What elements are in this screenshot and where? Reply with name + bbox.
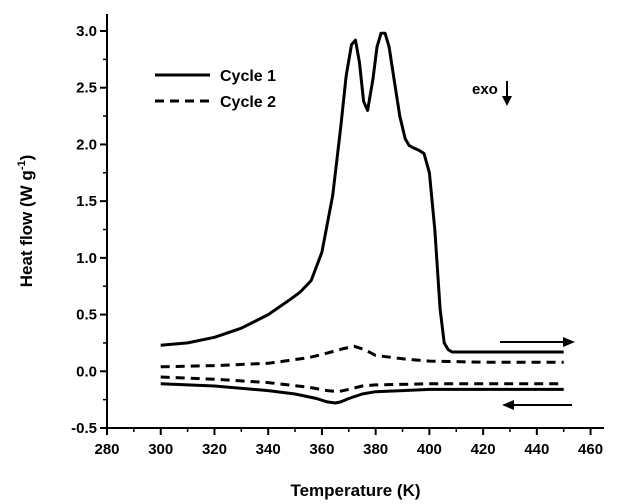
legend-label-cycle-1: Cycle 1 bbox=[220, 68, 276, 85]
exo-arrowhead-icon bbox=[502, 96, 512, 106]
x-tick-label: 320 bbox=[202, 441, 227, 458]
y-tick-label: 3.0 bbox=[76, 23, 97, 40]
x-tick-label: 340 bbox=[256, 441, 281, 458]
x-tick-label: 420 bbox=[471, 441, 496, 458]
y-tick-labels: -0.5 0.0 0.5 1.0 1.5 2.0 2.5 3.0 bbox=[71, 23, 97, 437]
y-tick-label: 2.5 bbox=[76, 80, 97, 97]
exo-label: exo bbox=[472, 81, 498, 98]
x-tick-label: 400 bbox=[417, 441, 442, 458]
legend-label-cycle-2: Cycle 2 bbox=[220, 94, 276, 111]
heating-direction-arrow-icon bbox=[500, 337, 575, 347]
axes bbox=[106, 14, 604, 429]
y-tick-label: -0.5 bbox=[71, 420, 97, 437]
tick-marks bbox=[100, 30, 592, 435]
x-tick-label: 380 bbox=[363, 441, 388, 458]
exo-annotation: exo bbox=[472, 81, 512, 106]
y-tick-label: 1.0 bbox=[76, 250, 97, 267]
y-axis-title-tail: ) bbox=[17, 155, 36, 161]
x-tick-label: 460 bbox=[578, 441, 603, 458]
y-axis-title: Heat flow (W g-1) bbox=[16, 155, 36, 288]
y-axis-title-main: Heat flow (W g bbox=[17, 170, 36, 287]
x-axis-title: Temperature (K) bbox=[290, 481, 420, 500]
y-axis-title-superscript: -1 bbox=[16, 160, 28, 170]
x-tick-label: 440 bbox=[524, 441, 549, 458]
y-tick-label: 2.0 bbox=[76, 136, 97, 153]
y-tick-label: 1.5 bbox=[76, 193, 97, 210]
x-tick-labels: 280 300 320 340 360 380 400 420 440 460 bbox=[94, 441, 603, 458]
series-line-cycle-2-cooling bbox=[160, 375, 564, 394]
y-tick-label: 0.5 bbox=[76, 307, 97, 324]
series-line-cycle-1-cooling bbox=[160, 382, 564, 405]
series-line-cycle-1-heating bbox=[160, 31, 564, 354]
x-tick-label: 280 bbox=[94, 441, 119, 458]
cooling-direction-arrow-icon bbox=[502, 400, 572, 410]
legend: Cycle 1 Cycle 2 bbox=[155, 68, 276, 111]
series-line-cycle-2-heating bbox=[160, 344, 564, 369]
series-lines bbox=[160, 31, 564, 405]
y-tick-label: 0.0 bbox=[76, 363, 97, 380]
x-tick-label: 300 bbox=[148, 441, 173, 458]
x-tick-label: 360 bbox=[309, 441, 334, 458]
